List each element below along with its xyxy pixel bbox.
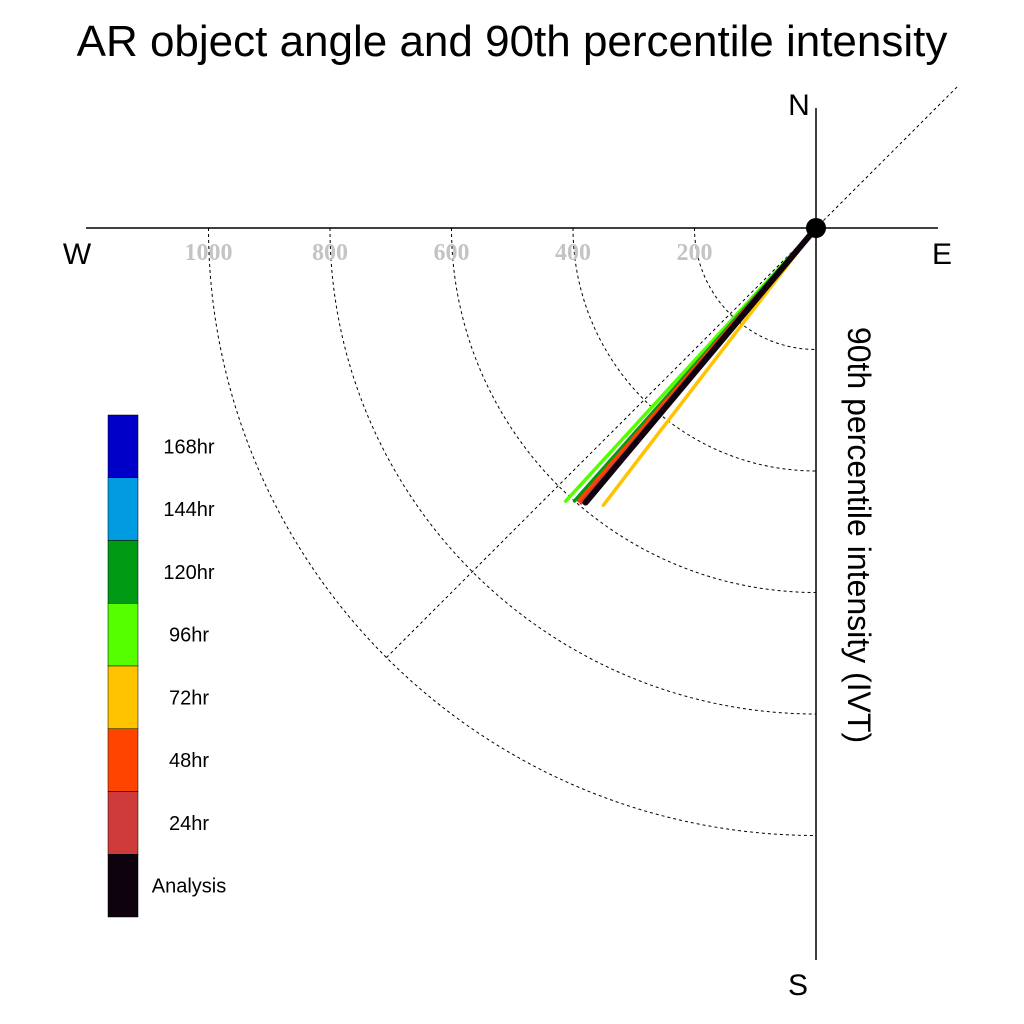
compass-north-label: N bbox=[788, 89, 810, 122]
legend-swatch bbox=[107, 791, 139, 855]
origin-marker bbox=[806, 218, 826, 238]
legend-label: Analysis bbox=[152, 876, 226, 898]
intensity-ring bbox=[208, 227, 817, 836]
legend: 168hr 144hr 120hr 96hr 72hr 48hr 24hr Analysis bbox=[107, 414, 226, 918]
legend-swatch bbox=[107, 414, 139, 478]
legend-label: 96hr bbox=[169, 625, 209, 647]
intensity-ring bbox=[572, 227, 817, 472]
legend-swatch bbox=[107, 477, 139, 541]
legend-swatch bbox=[107, 728, 139, 792]
legend-label: 144hr bbox=[163, 499, 214, 521]
intensity-rings bbox=[208, 227, 817, 836]
legend-swatch bbox=[107, 854, 139, 918]
radial-axis-label: 90th percentile intensity (IVT) bbox=[841, 327, 877, 743]
legend-swatch bbox=[107, 603, 139, 667]
compass-south-label: S bbox=[788, 969, 808, 1002]
ring-tick-label: 800 bbox=[312, 240, 348, 266]
legend-label: 72hr bbox=[169, 687, 209, 709]
ring-tick-labels: 200 400 600 800 1000 bbox=[185, 240, 713, 266]
intensity-ring bbox=[329, 227, 817, 715]
legend-label: 48hr bbox=[169, 750, 209, 772]
ring-tick-label: 1000 bbox=[185, 240, 233, 266]
ring-tick-label: 200 bbox=[677, 240, 713, 266]
ring-tick-label: 600 bbox=[434, 240, 470, 266]
legend-swatch bbox=[107, 665, 139, 729]
ring-tick-label: 400 bbox=[555, 240, 591, 266]
intensity-ring bbox=[451, 227, 817, 593]
intensity-ring bbox=[694, 227, 817, 350]
chart-title: AR object angle and 90th percentile inte… bbox=[77, 17, 948, 66]
legend-swatch bbox=[107, 540, 139, 604]
vector-analysis bbox=[582, 225, 819, 506]
diagonal-guide-line bbox=[386, 86, 958, 658]
legend-label: 120hr bbox=[163, 562, 214, 584]
compass-west-label: W bbox=[63, 238, 92, 271]
compass-east-label: E bbox=[932, 238, 952, 271]
legend-label: 24hr bbox=[169, 813, 209, 835]
legend-label: 168hr bbox=[163, 436, 214, 458]
direction-vectors bbox=[563, 225, 819, 507]
